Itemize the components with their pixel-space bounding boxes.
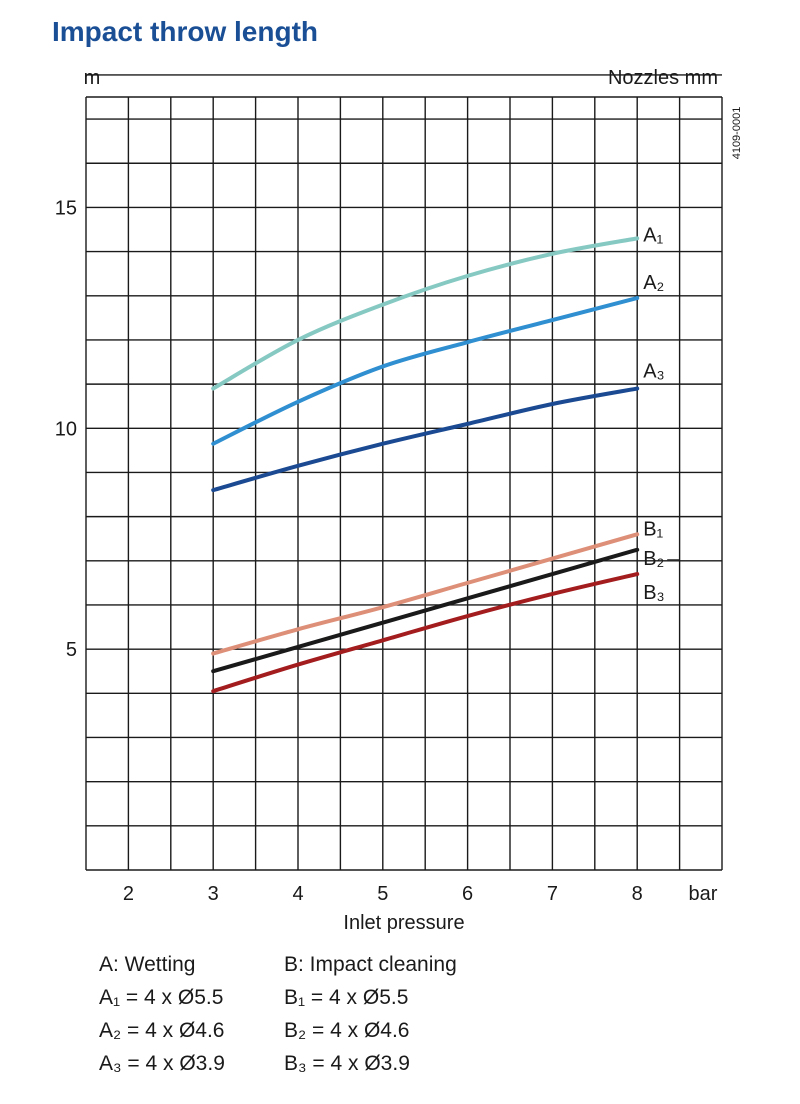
series-line-A₂ <box>211 295 640 446</box>
series-label: A₁ <box>643 224 663 246</box>
legend-header: Nozzles mm <box>608 67 718 89</box>
x-tick-label: 8 <box>632 883 643 905</box>
chart-labels: 2 3 4 5 6 7 8 5 10 15 m bar Inlet pressure Nozzles mm… <box>55 67 743 934</box>
series-label: A₃ <box>643 361 664 383</box>
x-axis-unit: bar <box>689 883 718 905</box>
x-tick-label: 3 <box>208 883 219 905</box>
legend-b3: B₃ = 4 x Ø3.9 <box>284 1052 410 1075</box>
legend-b-header: B: Impact cleaning <box>284 953 457 976</box>
legend-a-header: A: Wetting <box>99 953 196 976</box>
legend-a3: A₃ = 4 x Ø3.9 <box>99 1052 225 1075</box>
y-axis-label: m <box>84 67 101 89</box>
x-tick-label: 4 <box>292 883 303 905</box>
grid <box>85 74 723 871</box>
x-axis-label: Inlet pressure <box>343 912 464 934</box>
y-tick-label: 15 <box>55 197 77 219</box>
series-line-B₂ <box>211 547 640 674</box>
y-tick-label: 10 <box>55 418 77 440</box>
series-label: B₂ <box>643 548 664 570</box>
legend-b2: B₂ = 4 x Ø4.6 <box>284 1019 410 1042</box>
series-label: A₂ <box>643 272 664 294</box>
series-label: B₁ <box>643 518 663 540</box>
y-tick-label: 5 <box>66 639 77 661</box>
series-line-A₃ <box>211 386 640 493</box>
figure-code: 4109-0001 <box>731 107 743 160</box>
x-tick-label: 7 <box>547 883 558 905</box>
series-label: B₃ <box>643 582 664 604</box>
x-tick-label: 6 <box>462 883 473 905</box>
x-tick-label: 5 <box>377 883 388 905</box>
legend-a1: A₁ = 4 x Ø5.5 <box>99 986 224 1009</box>
chart-title: Impact throw length <box>52 16 318 47</box>
legend-impact-cleaning: B: Impact cleaning B₁ = 4 x Ø5.5 B₂ = 4 … <box>284 948 457 1080</box>
legend-wetting: A: Wetting A₁ = 4 x Ø5.5 A₂ = 4 x Ø4.6 A… <box>99 948 225 1080</box>
legend-a2: A₂ = 4 x Ø4.6 <box>99 1019 225 1042</box>
series-lines <box>211 236 640 694</box>
chart: 2 3 4 5 6 7 8 5 10 15 m bar Inlet pressure Nozzles mm… <box>55 67 743 934</box>
series-line-A₁ <box>211 236 640 391</box>
series-line-B₃ <box>211 572 640 694</box>
x-tick-label: 2 <box>123 883 134 905</box>
legend-b1: B₁ = 4 x Ø5.5 <box>284 986 409 1009</box>
series-line-B₁ <box>211 532 640 656</box>
